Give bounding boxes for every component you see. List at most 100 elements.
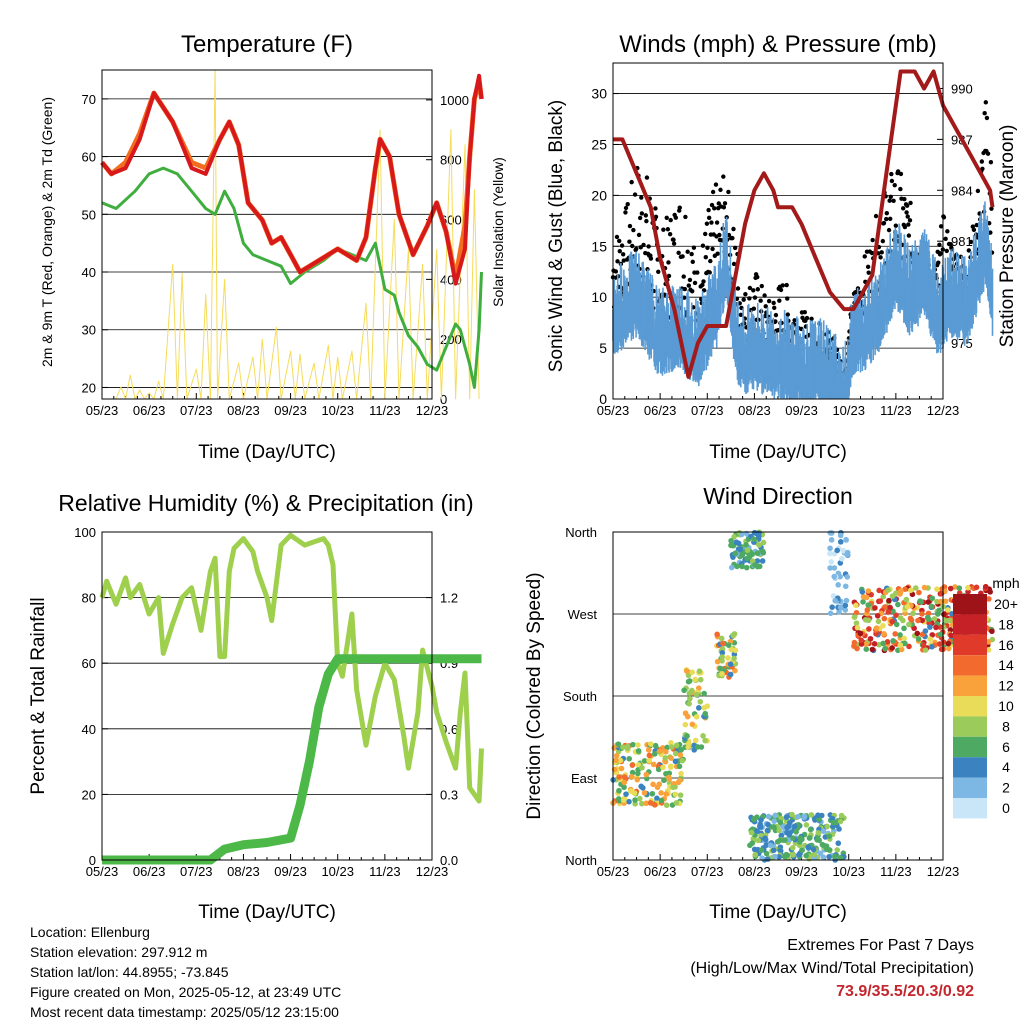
direction-point — [714, 658, 721, 665]
x-tick-label: 05/23 — [597, 864, 630, 879]
direction-point — [777, 819, 784, 826]
relative-humidity-line — [99, 532, 484, 804]
direction-point — [650, 781, 656, 788]
direction-point — [725, 655, 731, 661]
gust-point — [677, 205, 682, 210]
direction-point — [815, 812, 821, 818]
direction-point — [854, 645, 860, 652]
direction-point — [952, 584, 958, 590]
direction-point — [867, 635, 874, 642]
gust-point — [666, 273, 672, 279]
direction-point — [982, 583, 989, 590]
direction-point — [687, 695, 693, 702]
direction-point — [654, 795, 660, 802]
direction-point — [645, 747, 652, 753]
gust-point — [809, 316, 814, 321]
gust-point — [627, 223, 633, 229]
gust-point — [766, 298, 772, 304]
direction-point — [897, 591, 903, 597]
y-tick-label: 0 — [599, 391, 607, 407]
y-tick-label: North — [565, 853, 597, 868]
direction-point — [696, 668, 703, 674]
direction-point — [634, 776, 641, 783]
direction-point — [901, 635, 907, 642]
direction-point — [807, 826, 814, 833]
direction-point — [759, 558, 766, 564]
gust-point — [898, 186, 903, 192]
direction-point — [738, 531, 745, 538]
y-tick-label: 30 — [82, 323, 96, 338]
legend-swatch — [953, 696, 987, 717]
x-tick-label: 10/23 — [832, 403, 865, 418]
direction-point — [973, 584, 980, 591]
direction-point — [880, 593, 887, 600]
direction-point — [892, 631, 899, 637]
direction-point — [630, 741, 636, 748]
direction-point — [793, 829, 799, 835]
direction-point — [810, 846, 817, 853]
direction-point — [751, 846, 758, 853]
gust-point — [751, 288, 756, 293]
direction-point — [814, 837, 820, 843]
direction-point — [727, 661, 734, 668]
direction-point — [673, 800, 680, 806]
direction-point — [737, 546, 743, 553]
direction-point — [857, 630, 864, 637]
gust-point — [881, 220, 887, 226]
gust-point — [665, 227, 671, 232]
direction-point — [928, 603, 935, 610]
direction-point — [776, 827, 782, 834]
direction-point — [948, 632, 954, 639]
gust-point — [773, 312, 779, 318]
gust-point — [906, 222, 911, 227]
gust-point — [887, 198, 892, 203]
direction-point — [908, 617, 915, 623]
gust-point — [975, 188, 981, 194]
gust-point — [785, 296, 790, 301]
gust-point — [631, 227, 636, 233]
x-tick-label: 12/23 — [416, 864, 449, 879]
gust-point — [620, 252, 626, 257]
gust-point — [708, 258, 713, 264]
direction-point — [702, 710, 709, 717]
gust-point — [902, 196, 907, 202]
gust-point — [653, 206, 658, 211]
direction-point — [919, 611, 925, 617]
direction-point — [780, 823, 786, 830]
wind-direction-ylabel: Direction (Colored By Speed) — [524, 572, 545, 819]
direction-point — [675, 779, 682, 786]
x-tick-label: 12/23 — [927, 864, 960, 879]
gust-point — [870, 237, 875, 243]
direction-point — [655, 766, 662, 773]
gust-point — [680, 254, 685, 259]
direction-point — [757, 821, 763, 828]
direction-point — [628, 774, 635, 780]
direction-point — [837, 532, 844, 539]
gust-point — [982, 111, 987, 116]
direction-point — [735, 540, 742, 547]
gust-point — [862, 254, 867, 259]
winds-y2label: Station Pressure (Maroon) — [997, 125, 1018, 348]
legend-label: 20+ — [994, 596, 1018, 612]
direction-point — [719, 654, 725, 660]
y-tick-label: 20 — [591, 187, 607, 203]
direction-point — [719, 671, 725, 677]
direction-point — [683, 668, 690, 674]
direction-point — [785, 823, 792, 829]
gust-point — [943, 236, 948, 242]
gust-point — [682, 286, 688, 292]
y2-tick-label: 1000 — [440, 93, 469, 108]
direction-point — [728, 537, 734, 544]
direction-point — [744, 547, 751, 554]
gust-point — [988, 159, 994, 165]
gust-point — [683, 214, 688, 220]
legend-swatch — [953, 757, 987, 778]
direction-point — [686, 678, 693, 684]
temperature-y2label: Solar Insolation (Yellow) — [490, 157, 506, 307]
gust-point — [716, 201, 721, 206]
direction-point — [811, 851, 817, 858]
direction-point — [672, 758, 679, 765]
direction-point — [815, 830, 822, 836]
direction-point — [782, 837, 788, 843]
direction-point — [658, 790, 664, 796]
